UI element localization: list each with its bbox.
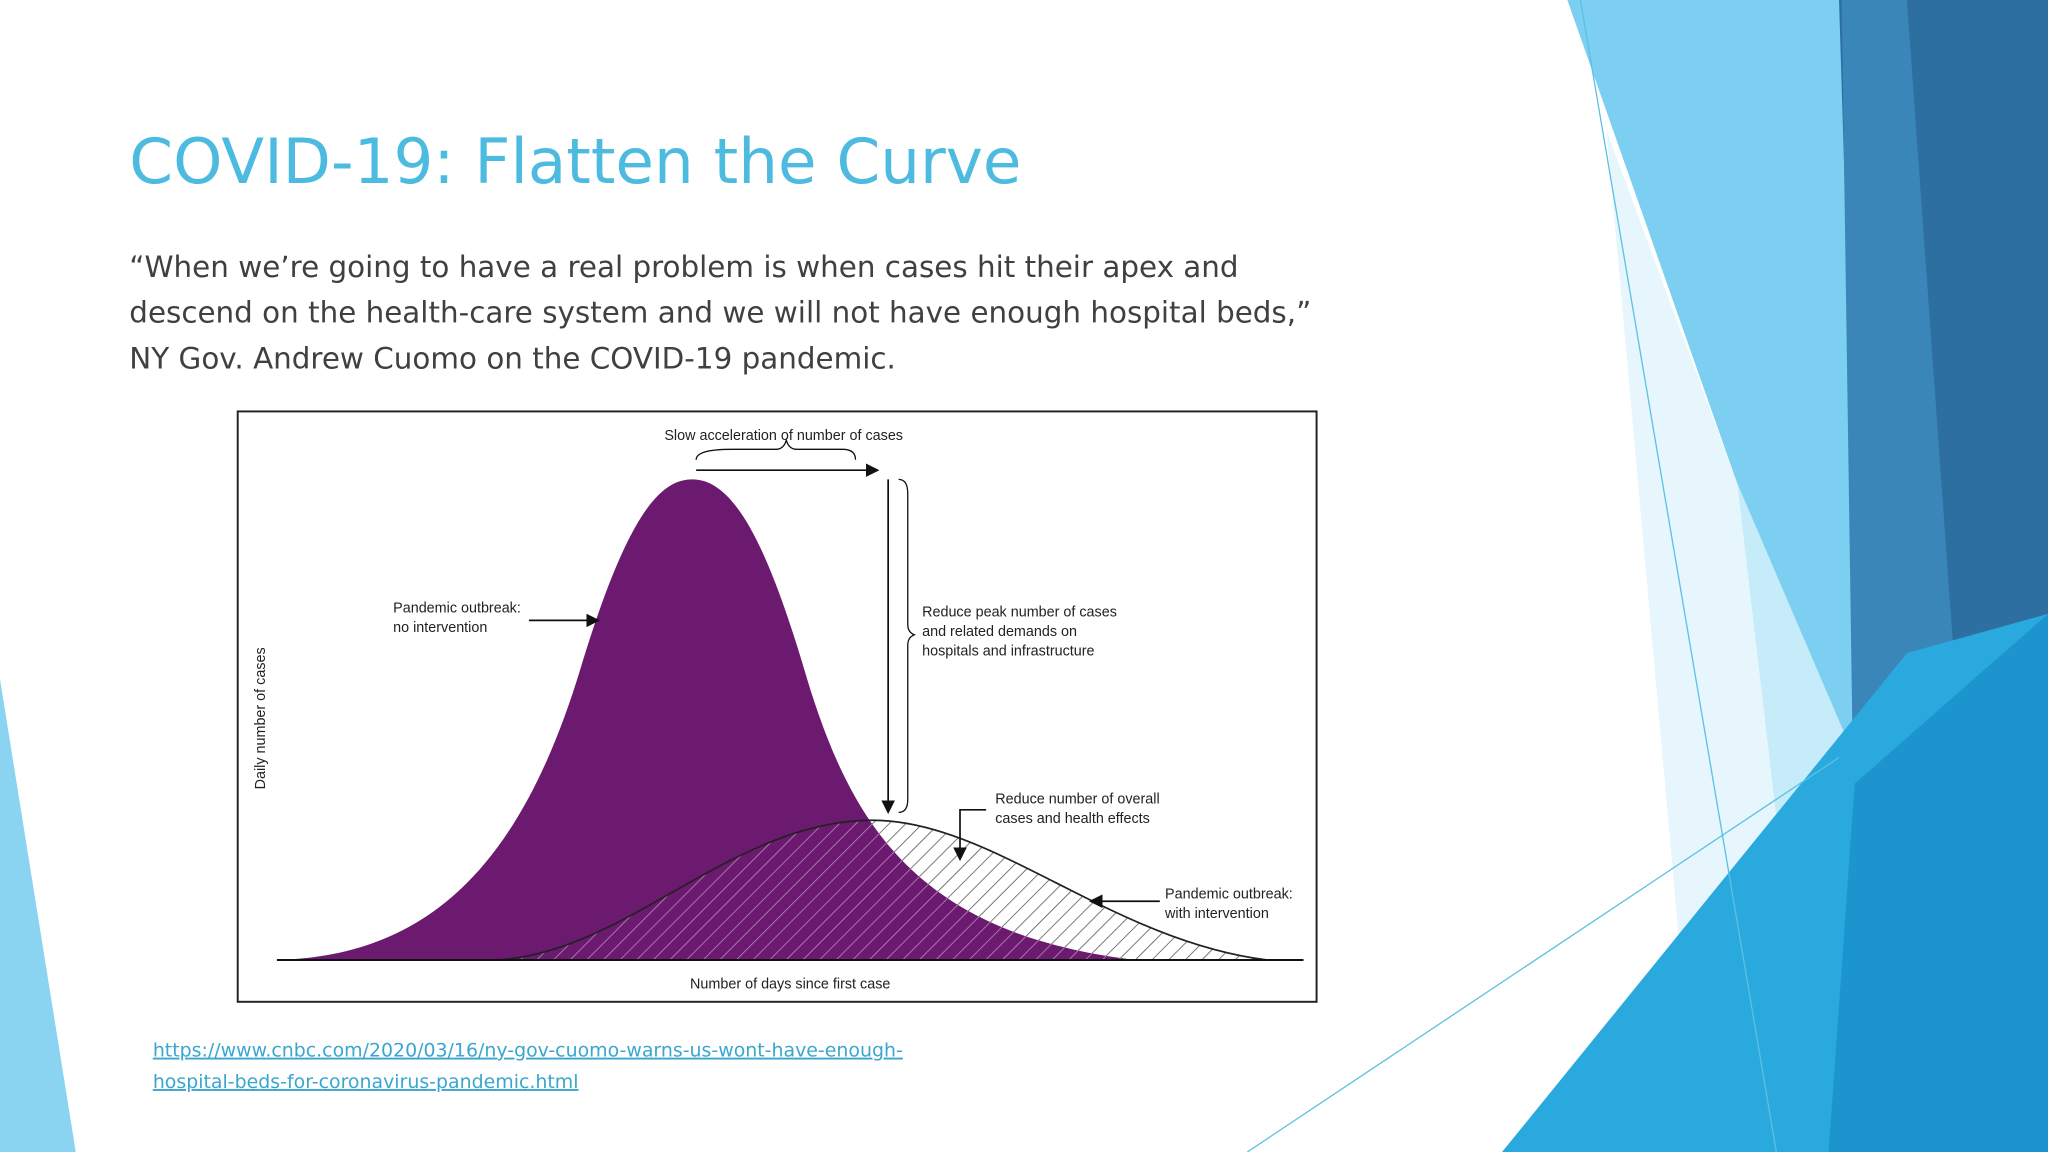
figure-label: no intervention bbox=[393, 620, 487, 636]
y-axis-label: Daily number of cases bbox=[253, 647, 269, 789]
figure-label: Reduce peak number of cases bbox=[922, 604, 1117, 620]
figure-label: and related demands on bbox=[922, 624, 1077, 640]
figure-label: Pandemic outbreak: bbox=[393, 601, 521, 617]
figure-label: hospitals and infrastructure bbox=[922, 644, 1094, 660]
slide-title: COVID-19: Flatten the Curve bbox=[129, 125, 1021, 198]
x-axis-label: Number of days since first case bbox=[690, 977, 890, 993]
figure-label: Reduce number of overall bbox=[995, 791, 1159, 807]
figure-label: Pandemic outbreak: bbox=[1165, 887, 1293, 903]
quote-line: descend on the health-care system and we… bbox=[129, 296, 1311, 330]
figure-label: Slow acceleration of number of cases bbox=[664, 428, 903, 444]
source-link[interactable]: https://www.cnbc.com/2020/03/16/ny-gov-c… bbox=[153, 1040, 903, 1062]
figure-label: cases and health effects bbox=[995, 811, 1150, 827]
figure: Slow acceleration of number of cases Pan… bbox=[236, 410, 1318, 1003]
quote-line: “When we’re going to have a real problem… bbox=[129, 250, 1238, 284]
quote-line: NY Gov. Andrew Cuomo on the COVID-19 pan… bbox=[129, 341, 896, 375]
figure-label: with intervention bbox=[1164, 906, 1269, 922]
source-link[interactable]: hospital-beds-for-coronavirus-pandemic.h… bbox=[153, 1071, 579, 1093]
